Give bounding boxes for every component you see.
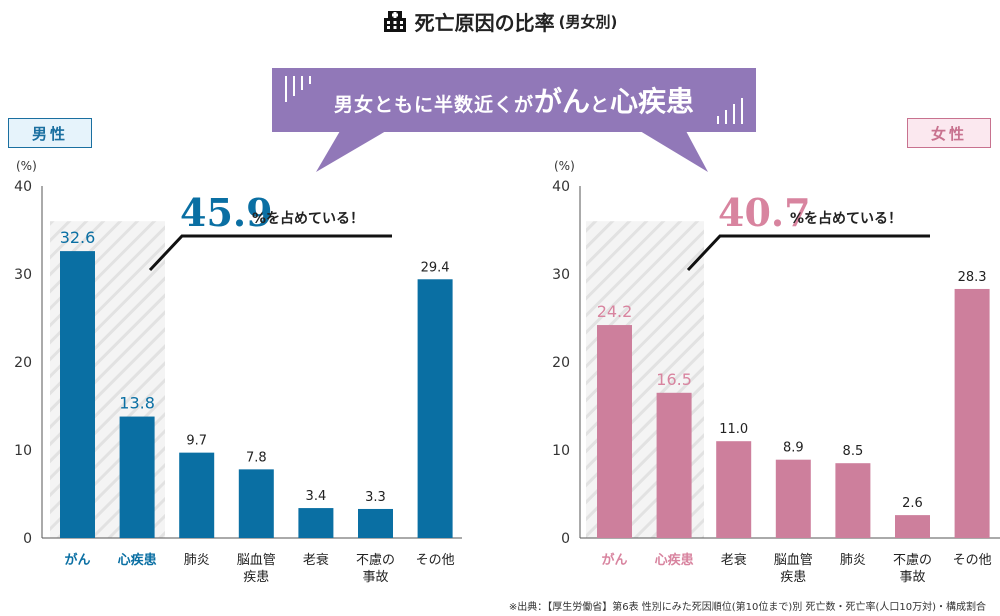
annotation-suffix: %を占めている！ <box>252 210 364 227</box>
y-tick-label: 30 <box>14 267 32 283</box>
x-tick-label: 肺炎 <box>184 553 210 568</box>
x-tick-label: 不慮の <box>356 553 395 568</box>
summary-banner: 男女ともに半数近くががんと心疾患 <box>272 68 756 132</box>
data-label: 29.4 <box>421 260 450 275</box>
y-tick-label: 30 <box>552 267 570 283</box>
banner-text: 男女ともに半数近くががんと心疾患 <box>334 80 694 120</box>
bar <box>954 288 990 538</box>
x-tick-label: がん <box>64 552 90 568</box>
bar <box>835 463 871 538</box>
banner-stripe-decoration <box>285 76 311 102</box>
data-label: 3.4 <box>306 489 327 504</box>
bar <box>119 416 155 538</box>
y-axis-label: (%) <box>554 159 575 173</box>
data-label: 8.9 <box>783 441 804 456</box>
banner-tail-left <box>316 131 386 172</box>
x-tick-label: 心疾患 <box>655 552 694 568</box>
annotation-suffix: %を占めている！ <box>790 210 902 227</box>
annotation-value: 45.9 <box>180 190 273 235</box>
bar <box>60 251 95 538</box>
y-axis-label: (%) <box>16 159 37 173</box>
bar <box>238 469 274 538</box>
y-tick-label: 40 <box>14 179 32 195</box>
annotation-pointer-line <box>148 234 392 272</box>
banner-strong-1: がん <box>533 85 590 118</box>
y-tick-label: 20 <box>552 355 570 371</box>
data-label: 3.3 <box>365 490 386 505</box>
data-label: 28.3 <box>958 270 987 285</box>
x-tick-label: 疾患 <box>780 570 806 585</box>
bar <box>597 325 632 538</box>
data-label: 16.5 <box>656 370 692 389</box>
x-tick-label: 脳血管 <box>774 553 813 568</box>
x-tick-label: 疾患 <box>243 570 269 585</box>
bar <box>417 279 453 538</box>
bar <box>358 508 393 538</box>
y-tick-label: 10 <box>552 443 570 459</box>
banner-stripe-decoration-right <box>717 98 743 124</box>
x-tick-label: 脳血管 <box>237 553 276 568</box>
data-label: 9.7 <box>186 434 207 449</box>
x-tick-label: 事故 <box>362 570 388 585</box>
data-label: 2.6 <box>902 496 923 511</box>
title-sub: (男女別) <box>558 12 618 31</box>
title-main: 死亡原因の比率 <box>414 10 555 35</box>
x-tick-label: 不慮の <box>893 553 932 568</box>
y-tick-label: 40 <box>552 179 570 195</box>
bar <box>716 441 752 538</box>
banner-text-middle: と <box>590 94 611 116</box>
y-tick-label: 10 <box>14 443 32 459</box>
bar <box>298 508 334 538</box>
male-label: 男性 <box>8 118 92 148</box>
data-label: 24.2 <box>597 302 633 321</box>
building-icon <box>383 11 406 32</box>
banner-text-before: 男女ともに半数近くが <box>333 94 534 116</box>
x-tick-label: 老衰 <box>721 552 747 568</box>
x-tick-label: その他 <box>416 553 455 568</box>
banner-tail-right <box>640 131 708 172</box>
banner-strong-2: 心疾患 <box>610 85 695 118</box>
x-tick-label: 事故 <box>899 570 925 585</box>
data-label: 8.5 <box>843 444 864 459</box>
x-tick-label: 老衰 <box>303 552 329 568</box>
x-tick-label: 心疾患 <box>118 552 157 568</box>
data-label: 13.8 <box>119 394 155 413</box>
y-tick-label: 0 <box>561 531 570 547</box>
female-label: 女性 <box>907 118 991 148</box>
data-label: 32.6 <box>60 228 96 247</box>
annotation-pointer-line <box>686 234 930 272</box>
bar <box>895 515 930 538</box>
bar <box>775 459 811 538</box>
x-tick-label: その他 <box>953 553 992 568</box>
source-note: ※出典：【厚生労働省】第6表 性別にみた死因順位(第10位まで)別 死亡数・死亡… <box>508 602 986 613</box>
y-tick-label: 0 <box>23 531 32 547</box>
data-label: 7.8 <box>246 450 267 465</box>
annotation-value: 40.7 <box>718 190 811 235</box>
data-label: 11.0 <box>719 422 748 437</box>
bar <box>656 392 692 538</box>
x-tick-label: 肺炎 <box>840 553 866 568</box>
x-tick-label: がん <box>601 552 627 568</box>
page-title: 死亡原因の比率 (男女別) <box>0 6 1000 36</box>
y-tick-label: 20 <box>14 355 32 371</box>
bar <box>179 452 215 538</box>
